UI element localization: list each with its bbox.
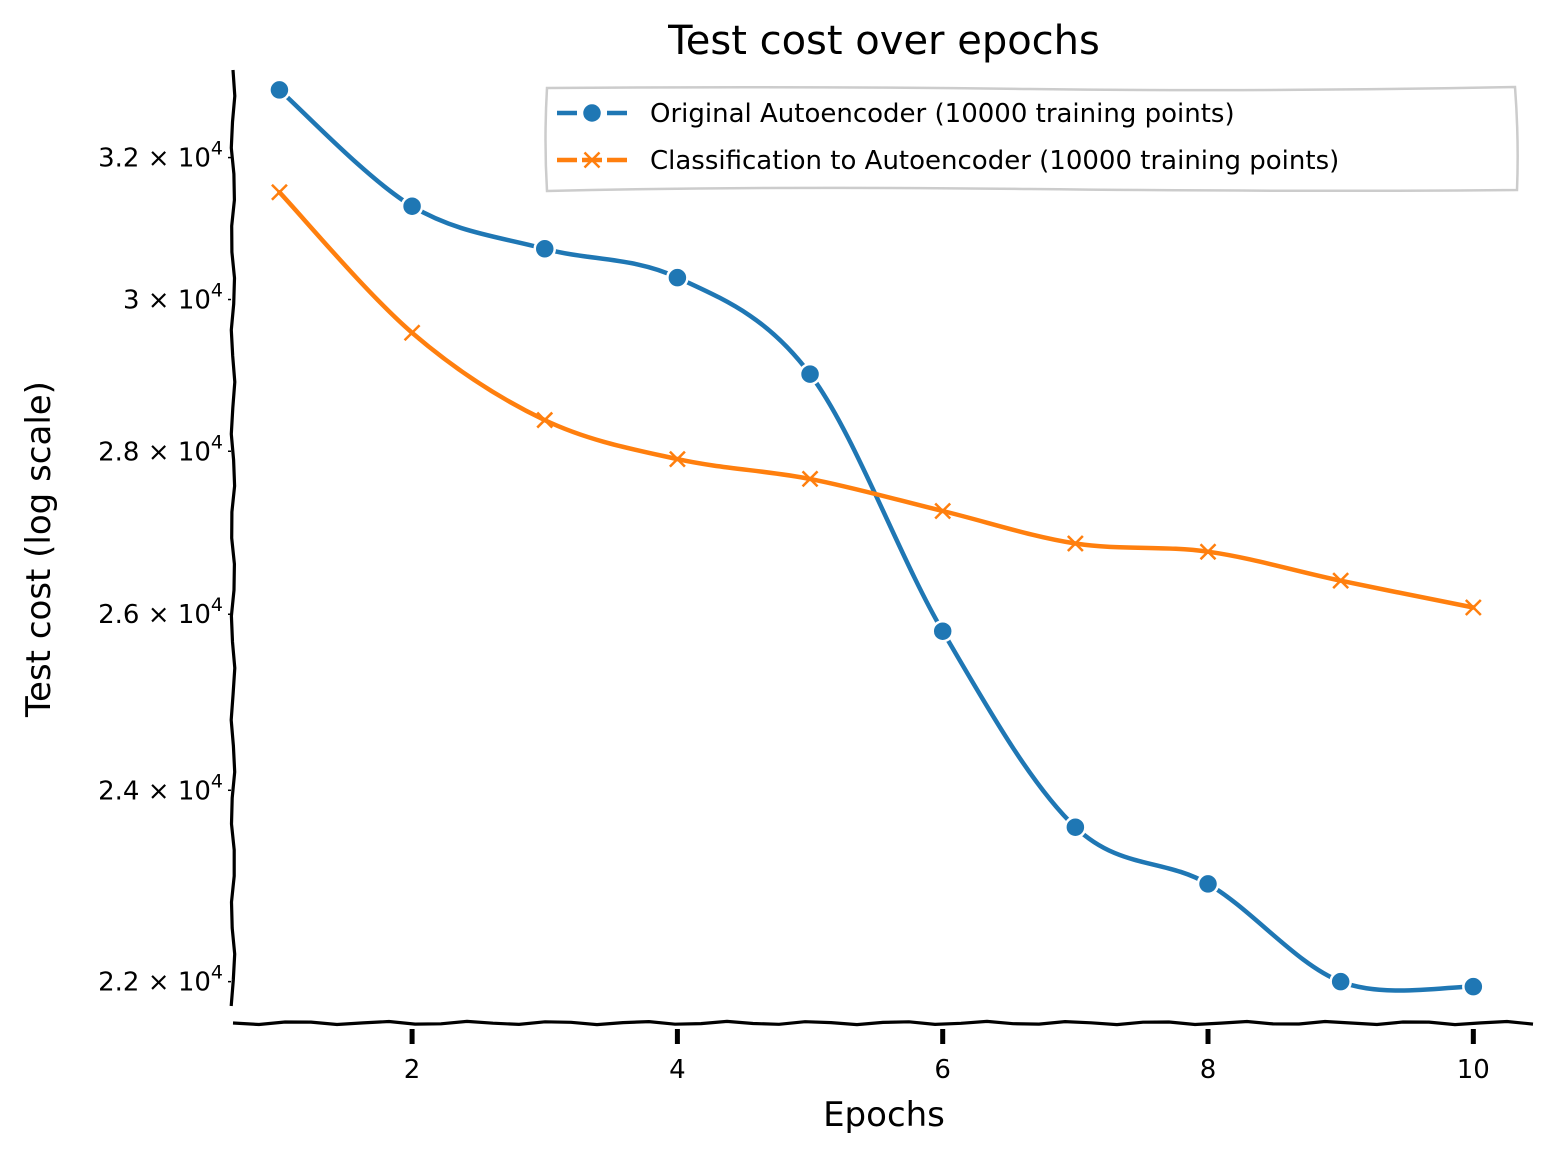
y-tick-mantissa: 3 bbox=[123, 286, 140, 316]
series-2 bbox=[271, 183, 1482, 616]
data-point bbox=[666, 266, 689, 289]
y-tick-times: × bbox=[139, 776, 177, 806]
y-tick-exponent: 4 bbox=[211, 770, 223, 792]
data-point bbox=[271, 183, 288, 201]
data-point bbox=[1199, 543, 1217, 561]
data-point bbox=[403, 324, 421, 342]
y-tick-times: × bbox=[139, 968, 177, 998]
x-tick-label: 2 bbox=[404, 1055, 421, 1085]
y-tick-label: 2.6 × 104 bbox=[98, 594, 223, 630]
y-tick-base: 10 bbox=[178, 600, 211, 630]
y-tick-mantissa: 3.2 bbox=[98, 144, 139, 174]
data-point bbox=[934, 502, 952, 520]
y-tick-label: 3.2 × 104 bbox=[98, 138, 223, 174]
series-line bbox=[277, 189, 1476, 610]
x-tick-label: 10 bbox=[1457, 1055, 1490, 1085]
series-layer bbox=[268, 78, 1485, 998]
y-tick-exponent: 4 bbox=[211, 138, 223, 160]
axes bbox=[229, 69, 1534, 1027]
y-tick-base: 10 bbox=[178, 144, 211, 174]
y-tick-base: 10 bbox=[178, 437, 211, 467]
y-tick-label: 3 × 104 bbox=[123, 280, 223, 316]
y-tick-base: 10 bbox=[178, 968, 211, 998]
data-point bbox=[1196, 872, 1220, 896]
data-point bbox=[1329, 970, 1352, 993]
legend-label: Classification to Autoencoder (10000 tra… bbox=[650, 146, 1339, 176]
data-point bbox=[268, 78, 291, 102]
data-point bbox=[669, 450, 686, 468]
x-tick-label: 8 bbox=[1200, 1055, 1217, 1085]
legend-frame bbox=[544, 85, 1519, 193]
data-point bbox=[536, 411, 554, 429]
y-tick-times: × bbox=[139, 286, 177, 316]
y-tick-label: 2.8 × 104 bbox=[98, 431, 223, 467]
y-tick-times: × bbox=[139, 600, 177, 630]
y-tick-times: × bbox=[139, 144, 177, 174]
legend-item-1: Original Autoencoder (10000 training poi… bbox=[557, 99, 1235, 129]
data-point bbox=[533, 237, 556, 261]
y-tick-exponent: 4 bbox=[211, 431, 223, 453]
legend: Original Autoencoder (10000 training poi… bbox=[544, 85, 1519, 193]
y-axis-label: Test cost (log scale) bbox=[19, 381, 59, 718]
y-tick-base: 10 bbox=[178, 776, 211, 806]
x-tick-label: 6 bbox=[934, 1055, 951, 1085]
x-axis-line bbox=[232, 1019, 1534, 1027]
y-tick-mantissa: 2.2 bbox=[98, 968, 139, 998]
legend-items: Original Autoencoder (10000 training poi… bbox=[557, 99, 1339, 176]
legend-label: Original Autoencoder (10000 training poi… bbox=[650, 99, 1235, 129]
y-tick-exponent: 4 bbox=[211, 594, 223, 616]
series-line bbox=[277, 87, 1476, 993]
data-point bbox=[400, 194, 424, 218]
y-tick-exponent: 4 bbox=[211, 962, 223, 984]
chart-title: Test cost over epochs bbox=[667, 18, 1100, 64]
x-ticks: 2 4 6 8 10 bbox=[404, 1029, 1490, 1085]
y-tick-times: × bbox=[139, 437, 177, 467]
y-tick-mantissa: 2.6 bbox=[98, 600, 139, 630]
x-axis-label: Epochs bbox=[823, 1095, 945, 1135]
legend-item-2: Classification to Autoencoder (10000 tra… bbox=[557, 146, 1339, 176]
data-point bbox=[1064, 815, 1087, 839]
y-tick-mantissa: 2.8 bbox=[98, 437, 139, 467]
y-tick-mantissa: 2.4 bbox=[98, 776, 139, 806]
data-point bbox=[1462, 975, 1485, 998]
y-tick-exponent: 4 bbox=[211, 280, 223, 302]
data-point bbox=[931, 619, 954, 643]
data-point bbox=[1332, 572, 1350, 590]
data-point bbox=[1066, 535, 1084, 552]
data-point bbox=[798, 362, 822, 386]
y-tick-label: 2.2 × 104 bbox=[98, 962, 223, 998]
legend-swatch-marker bbox=[580, 101, 604, 125]
data-point bbox=[801, 470, 819, 488]
legend-swatch-marker bbox=[583, 151, 601, 169]
y-tick-base: 10 bbox=[178, 286, 211, 316]
data-point bbox=[1464, 599, 1482, 616]
x-tick-label: 4 bbox=[669, 1055, 686, 1085]
series-1 bbox=[268, 78, 1485, 998]
y-tick-label: 2.4 × 104 bbox=[98, 770, 223, 806]
y-axis-line bbox=[229, 69, 237, 1007]
